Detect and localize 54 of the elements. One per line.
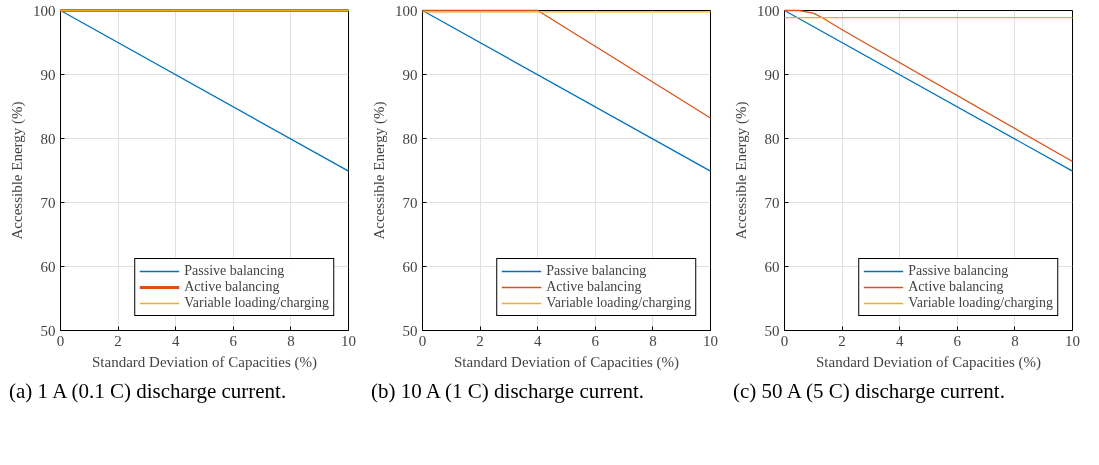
y-tick-label: 80 [402, 130, 418, 147]
x-tick-label: 8 [1011, 332, 1019, 349]
x-tick-label: 0 [418, 332, 427, 349]
legend-label: Passive balancing [184, 263, 285, 279]
x-axis-title: Standard Deviation of Capacities (%) [92, 353, 317, 371]
x-tick-label: 2 [838, 332, 846, 349]
text: (b) 10 A (1 C) discharge current. [371, 378, 645, 405]
x-axis-title: Standard Deviation of Capacities (%) [816, 353, 1041, 371]
x-tick-label: 0 [780, 332, 789, 349]
y-tick-label: 60 [764, 258, 780, 275]
y-tick-label: 70 [402, 194, 418, 211]
x-tick-label: 10 [703, 332, 718, 349]
y-tick-label: 100 [33, 2, 56, 19]
y-tick-label: 60 [40, 258, 56, 275]
legend-label: Active balancing [184, 279, 280, 295]
y-tick-label: 100 [757, 2, 780, 19]
y-tick-label: 100 [395, 2, 418, 19]
y-tick-label: 50 [402, 322, 418, 339]
legend-label: Variable loading/charging [184, 295, 329, 311]
y-tick-label: 50 [764, 322, 780, 339]
x-tick-label: 8 [649, 332, 657, 349]
y-axis-title: Accessible Energy (%) [733, 101, 750, 240]
x-tick-label: 10 [1065, 332, 1080, 349]
x-tick-label: 6 [229, 332, 238, 349]
y-tick-label: 90 [402, 66, 418, 83]
x-axis-title: Standard Deviation of Capacities (%) [454, 353, 679, 371]
y-tick-label: 90 [764, 66, 780, 83]
text: (a) 1 A (0.1 C) discharge current. [9, 378, 287, 405]
legend-label: Passive balancing [546, 263, 647, 279]
y-tick-label: 80 [764, 130, 780, 147]
y-tick-label: 80 [40, 130, 56, 147]
y-axis-title: Accessible Energy (%) [9, 101, 26, 240]
x-tick-label: 4 [533, 332, 542, 349]
x-tick-label: 8 [287, 332, 295, 349]
x-tick-label: 4 [895, 332, 904, 349]
text: (c) 50 A (5 C) discharge current. [733, 378, 1005, 405]
legend-label: Passive balancing [908, 263, 1009, 279]
x-tick-label: 2 [476, 332, 484, 349]
x-tick-label: 6 [591, 332, 600, 349]
x-tick-label: 2 [114, 332, 122, 349]
legend-label: Active balancing [546, 279, 642, 295]
y-tick-label: 60 [402, 258, 418, 275]
y-tick-label: 70 [40, 194, 56, 211]
x-tick-label: 10 [341, 332, 356, 349]
legend-label: Active balancing [908, 279, 1004, 295]
y-tick-label: 90 [40, 66, 56, 83]
legend-label: Variable loading/charging [908, 295, 1053, 311]
y-tick-label: 70 [764, 194, 780, 211]
y-axis-title: Accessible Energy (%) [371, 101, 388, 240]
x-tick-label: 0 [56, 332, 65, 349]
x-tick-label: 4 [171, 332, 180, 349]
x-tick-label: 6 [953, 332, 962, 349]
y-tick-label: 50 [40, 322, 56, 339]
legend-label: Variable loading/charging [546, 295, 691, 311]
